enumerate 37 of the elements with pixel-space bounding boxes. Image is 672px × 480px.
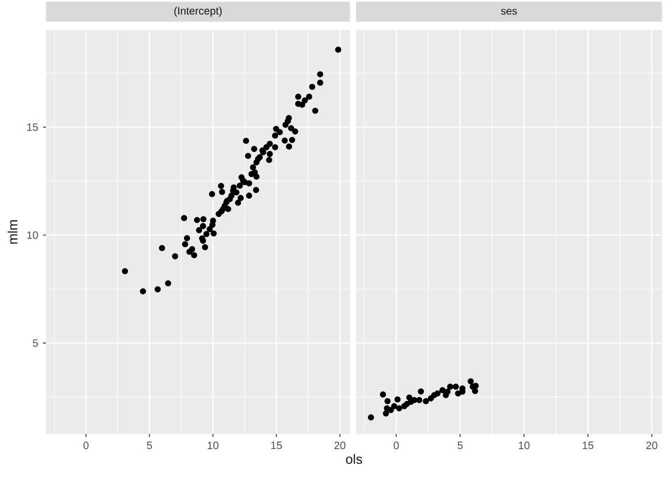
point — [408, 398, 414, 405]
point — [380, 391, 386, 398]
x-tick-label: 15 — [271, 442, 282, 450]
x-tick-label: 20 — [646, 442, 658, 450]
point — [418, 388, 424, 395]
point — [468, 378, 474, 384]
x-tick-label: 10 — [518, 442, 530, 450]
x-tick-label: 5 — [458, 442, 463, 450]
point — [368, 414, 374, 420]
point — [394, 396, 401, 403]
x-tick-label: 20 — [334, 442, 346, 450]
x-tick-label: 0 — [394, 442, 399, 450]
point — [384, 398, 391, 404]
x-tick-label: 10 — [208, 442, 218, 450]
point — [382, 410, 389, 417]
point — [444, 388, 451, 395]
point — [416, 397, 422, 404]
point — [472, 388, 478, 394]
point — [388, 406, 394, 414]
x-axis-title: ols — [346, 454, 362, 464]
x-tick-label: 0 — [83, 442, 89, 450]
x-tick-label: 5 — [146, 442, 152, 450]
point — [447, 384, 454, 390]
x-tick-label: 15 — [582, 442, 594, 450]
y-tick-label: 15 — [27, 123, 38, 131]
point — [391, 403, 398, 410]
point — [396, 405, 402, 412]
point — [439, 387, 446, 394]
point — [428, 395, 434, 402]
point — [434, 390, 441, 396]
chart-title: (Intercept) — [174, 6, 222, 17]
chart-title: ses — [500, 8, 517, 15]
y-tick-label: 5 — [32, 339, 38, 347]
y-axis-title: mlm — [8, 220, 18, 244]
point — [422, 398, 429, 404]
y-tick-label: 10 — [27, 231, 38, 239]
point — [452, 384, 459, 390]
